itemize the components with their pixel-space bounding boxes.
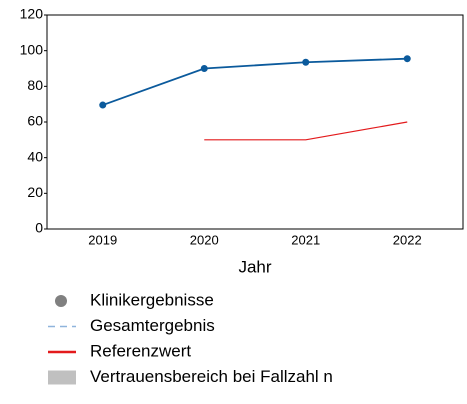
data-point xyxy=(99,101,107,109)
legend-label: Vertrauensbereich bei Fallzahl n xyxy=(90,367,333,386)
series-line xyxy=(102,57,408,106)
x-tick-label: 2022 xyxy=(393,232,422,247)
x-tick-label: 2021 xyxy=(291,232,320,247)
x-tick-label: 2019 xyxy=(88,232,117,247)
x-tick-label: 2020 xyxy=(190,232,219,247)
y-tick-label: 120 xyxy=(20,6,44,22)
y-tick-label: 40 xyxy=(27,148,43,164)
legend-label: Klinikergebnisse xyxy=(90,290,214,309)
data-point xyxy=(302,58,310,66)
data-point xyxy=(403,55,411,63)
y-tick-label: 0 xyxy=(35,220,43,236)
y-tick-label: 60 xyxy=(27,113,43,129)
y-tick-label: 20 xyxy=(27,184,43,200)
legend-label: Referenzwert xyxy=(90,341,191,360)
legend-symbol xyxy=(48,370,76,385)
plot-frame xyxy=(46,14,464,230)
x-axis-title: Jahr xyxy=(238,257,271,276)
series-line xyxy=(204,121,408,141)
y-tick-label: 100 xyxy=(20,41,44,57)
legend-symbol xyxy=(55,295,67,307)
y-tick-label: 80 xyxy=(27,77,43,93)
data-point xyxy=(200,65,208,72)
legend-label: Gesamtergebnis xyxy=(90,316,215,335)
